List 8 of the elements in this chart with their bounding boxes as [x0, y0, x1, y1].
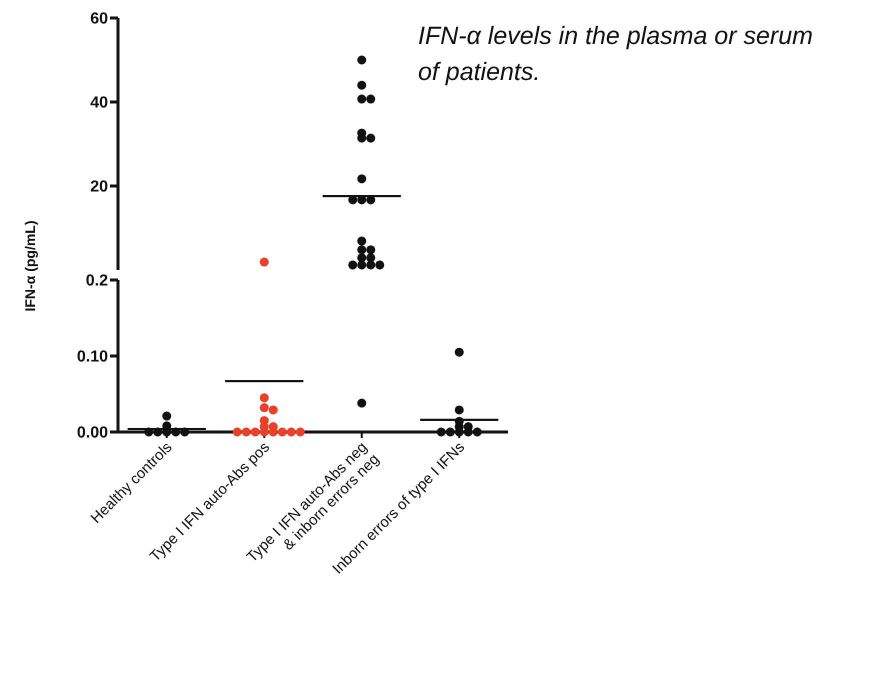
- y-tick-label: 40: [90, 94, 108, 112]
- y-tick-label: 0.00: [76, 424, 108, 442]
- y-tick-label: 20: [90, 178, 108, 196]
- y-tick-label: 0.2: [86, 272, 108, 290]
- y-axis-title: IFN-α (pg/mL): [22, 220, 38, 312]
- y-tick-label: 0.10: [76, 348, 108, 366]
- annotation: IFN-α levels in the plasma or serum of patients.: [418, 21, 814, 88]
- y-tick-label: 60: [90, 10, 108, 28]
